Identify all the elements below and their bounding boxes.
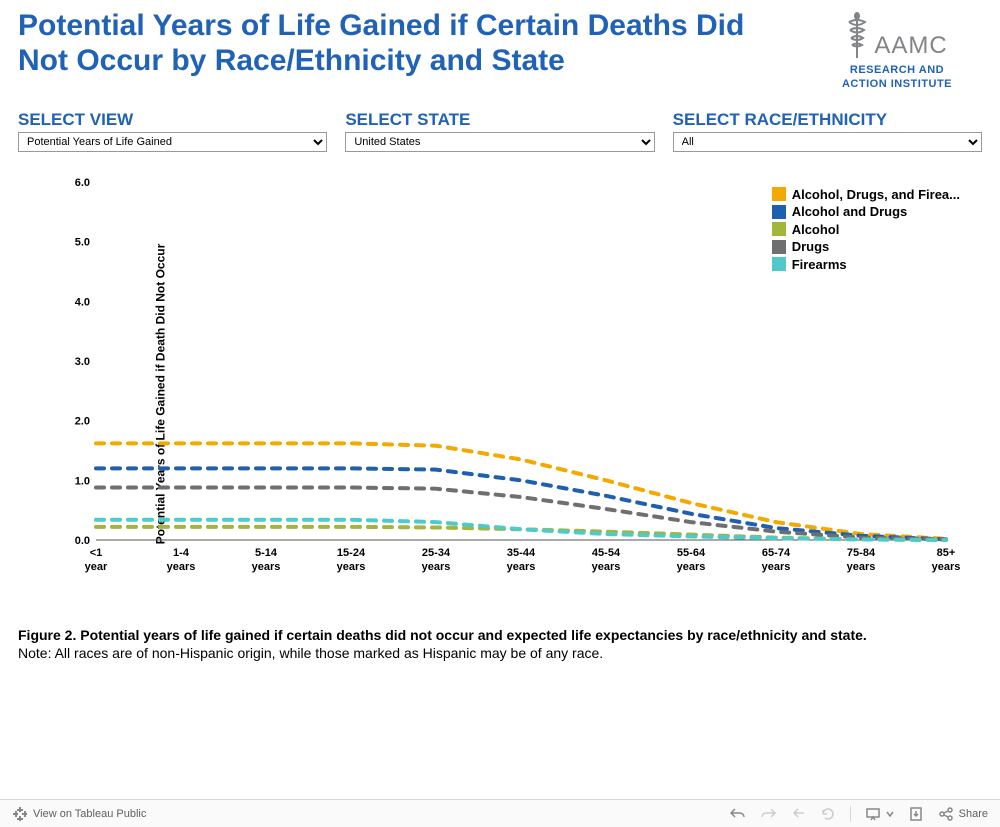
refresh-icon — [820, 806, 836, 822]
view-on-tableau-button[interactable]: View on Tableau Public — [12, 806, 146, 822]
race-label: SELECT RACE/ETHNICITY — [673, 110, 982, 130]
legend-item[interactable]: Alcohol and Drugs — [772, 203, 960, 221]
redo-icon — [760, 806, 776, 822]
svg-text:1.0: 1.0 — [75, 475, 90, 487]
caduceus-icon — [846, 12, 868, 60]
chart-area: Potential Years of Life Gained if Death … — [18, 174, 982, 614]
legend-swatch — [772, 257, 786, 271]
svg-text:years: years — [677, 561, 706, 573]
svg-text:years: years — [762, 561, 791, 573]
presentation-icon — [865, 806, 881, 822]
svg-text:years: years — [337, 561, 366, 573]
download-icon — [908, 806, 924, 822]
legend-swatch — [772, 187, 786, 201]
legend-item[interactable]: Drugs — [772, 238, 960, 256]
view-on-tableau-label: View on Tableau Public — [33, 808, 146, 820]
logo-text: AAMC — [874, 32, 947, 60]
presentation-button[interactable] — [865, 806, 894, 822]
aamc-logo: AAMC RESEARCH AND ACTION INSTITUTE — [812, 8, 982, 92]
svg-text:years: years — [252, 561, 281, 573]
svg-text:6.0: 6.0 — [75, 177, 90, 189]
legend-swatch — [772, 240, 786, 254]
svg-text:years: years — [592, 561, 621, 573]
svg-text:0.0: 0.0 — [75, 535, 90, 547]
svg-text:15-24: 15-24 — [337, 547, 366, 559]
legend-item[interactable]: Alcohol — [772, 221, 960, 239]
svg-text:5.0: 5.0 — [75, 236, 90, 248]
share-button[interactable]: Share — [938, 806, 988, 822]
page-title: Potential Years of Life Gained if Certai… — [18, 8, 758, 79]
svg-text:years: years — [847, 561, 876, 573]
refresh-button[interactable] — [820, 806, 836, 822]
svg-text:year: year — [85, 561, 108, 573]
svg-text:35-44: 35-44 — [507, 547, 536, 559]
share-icon — [938, 806, 954, 822]
svg-text:years: years — [507, 561, 536, 573]
select-state[interactable]: United States — [345, 132, 654, 152]
chevron-down-icon — [886, 810, 894, 818]
svg-text:<1: <1 — [90, 547, 103, 559]
legend-label: Drugs — [792, 238, 830, 256]
revert-button[interactable] — [790, 806, 806, 822]
download-button[interactable] — [908, 806, 924, 822]
svg-text:5-14: 5-14 — [255, 547, 278, 559]
svg-text:1-4: 1-4 — [173, 547, 190, 559]
share-label: Share — [959, 808, 988, 820]
svg-text:years: years — [932, 561, 961, 573]
select-view[interactable]: Potential Years of Life Gained — [18, 132, 327, 152]
state-label: SELECT STATE — [345, 110, 654, 130]
svg-text:25-34: 25-34 — [422, 547, 451, 559]
svg-text:3.0: 3.0 — [75, 356, 90, 368]
legend-label: Alcohol, Drugs, and Firea... — [792, 186, 960, 204]
legend-label: Alcohol — [792, 221, 840, 239]
svg-text:75-84: 75-84 — [847, 547, 876, 559]
undo-icon — [730, 806, 746, 822]
revert-icon — [790, 806, 806, 822]
undo-button[interactable] — [730, 806, 746, 822]
redo-button[interactable] — [760, 806, 776, 822]
caption: Figure 2. Potential years of life gained… — [18, 626, 982, 664]
legend: Alcohol, Drugs, and Firea...Alcohol and … — [772, 186, 960, 274]
legend-swatch — [772, 205, 786, 219]
legend-swatch — [772, 222, 786, 236]
svg-text:55-64: 55-64 — [677, 547, 706, 559]
view-label: SELECT VIEW — [18, 110, 327, 130]
caption-note: Note: All races are of non-Hispanic orig… — [18, 645, 603, 661]
legend-label: Alcohol and Drugs — [792, 203, 908, 221]
svg-text:4.0: 4.0 — [75, 296, 90, 308]
legend-label: Firearms — [792, 256, 847, 274]
tableau-icon — [12, 806, 28, 822]
logo-sub-1: RESEARCH AND — [842, 64, 952, 78]
caption-bold: Figure 2. Potential years of life gained… — [18, 627, 867, 643]
svg-text:2.0: 2.0 — [75, 415, 90, 427]
svg-text:65-74: 65-74 — [762, 547, 791, 559]
svg-text:years: years — [422, 561, 451, 573]
footer-toolbar: View on Tableau Public Share — [0, 799, 1000, 827]
svg-text:85+: 85+ — [937, 547, 956, 559]
select-race[interactable]: All — [673, 132, 982, 152]
legend-item[interactable]: Alcohol, Drugs, and Firea... — [772, 186, 960, 204]
svg-text:45-54: 45-54 — [592, 547, 621, 559]
logo-sub-2: ACTION INSTITUTE — [842, 78, 952, 92]
svg-text:years: years — [167, 561, 196, 573]
legend-item[interactable]: Firearms — [772, 256, 960, 274]
